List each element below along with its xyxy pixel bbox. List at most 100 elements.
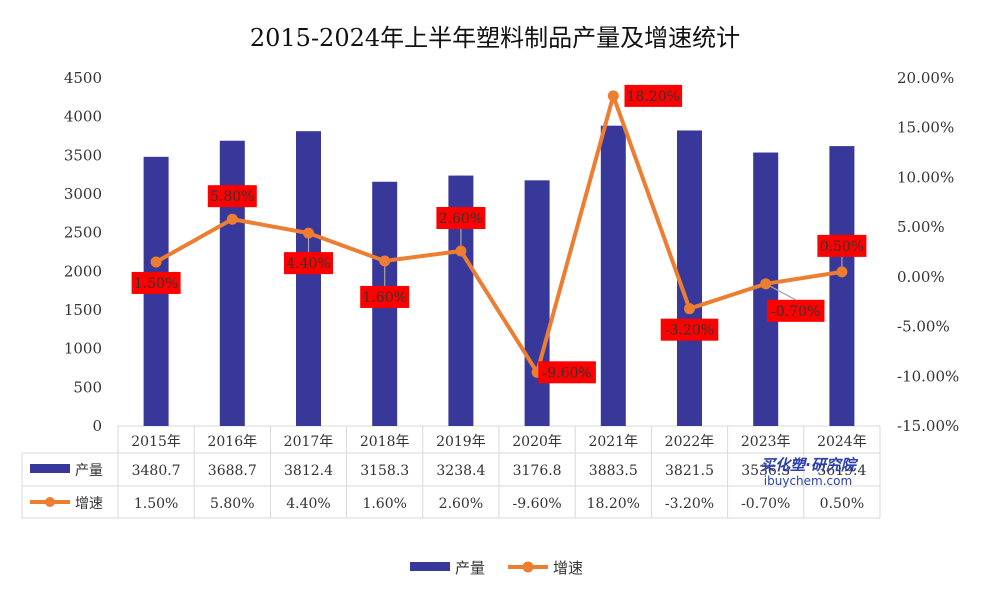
- table-cell-value: 2.60%: [439, 496, 483, 512]
- bar: [677, 130, 702, 426]
- y-left-tick-label: 1500: [64, 301, 102, 319]
- chart-title: 2015-2024年上半年塑料制品产量及增速统计: [250, 24, 740, 52]
- line-point: [303, 227, 314, 239]
- data-label-box: [624, 84, 683, 107]
- table-row-header: 增速: [75, 496, 103, 512]
- data-label: -9.60%: [542, 365, 591, 381]
- line-point: [379, 255, 391, 267]
- table-cell-value: 5.80%: [210, 496, 254, 512]
- data-label-box: [817, 234, 867, 257]
- line-point: [836, 266, 848, 278]
- data-label: 1.50%: [134, 276, 178, 292]
- growth-line: [155, 93, 843, 375]
- data-label-box: [436, 207, 486, 230]
- table-cell-value: 0.50%: [820, 496, 864, 512]
- x-category-label: 2015年: [131, 434, 181, 450]
- table-cell-value: 3536.3: [741, 463, 790, 479]
- table-cell-value: 4.40%: [286, 496, 330, 512]
- data-label: -3.20%: [665, 323, 714, 339]
- line-point: [607, 90, 619, 102]
- y-axis-right: -15.00% -10.00% -5.00% 0.00% 5.00% 10.00% 15.0…: [897, 69, 959, 435]
- table-cell-value: 1.50%: [134, 496, 178, 512]
- line-point: [226, 213, 238, 225]
- table-cell-value: 3688.7: [208, 463, 257, 479]
- legend-key-bar: [410, 562, 450, 571]
- table-cell-value: 3619.4: [817, 463, 866, 479]
- table-key-bar: [30, 464, 70, 473]
- table-key-marker: [45, 497, 55, 507]
- y-right-tick-label: 20.00%: [897, 69, 954, 87]
- y-left-tick-label: 3000: [64, 185, 102, 203]
- data-label-box: [538, 361, 596, 384]
- data-labels: 1.50% 5.80% 4.40% 1.60% 2.60% -9.60% 18.20% -3.…: [131, 84, 867, 384]
- y-left-tick-label: 4000: [64, 108, 102, 126]
- line-point: [150, 256, 162, 268]
- data-label: 5.80%: [210, 189, 254, 205]
- y-right-tick-label: -10.00%: [897, 367, 959, 385]
- y-left-tick-label: 2500: [64, 224, 102, 242]
- x-category-label: 2018年: [360, 434, 410, 450]
- data-label-box: [284, 252, 333, 275]
- data-table: 2015年 2016年 2017年 2018年 2019年 2020年 2021年 2022年…: [21, 425, 881, 519]
- legend-label: 增速: [553, 559, 583, 577]
- table-cell-value: 3883.5: [589, 463, 638, 479]
- line-point: [455, 245, 467, 257]
- data-label: 0.50%: [820, 239, 864, 255]
- bar-series: [143, 125, 855, 427]
- table-cell-value: -3.20%: [665, 496, 714, 512]
- data-label: 2.60%: [439, 211, 483, 227]
- table-cell-value: 3812.4: [284, 463, 333, 479]
- bar: [600, 125, 626, 427]
- x-category-label: 2019年: [436, 434, 486, 450]
- table-cell-value: 3158.3: [360, 463, 409, 479]
- line-point: [760, 278, 772, 290]
- y-right-tick-label: 10.00%: [897, 168, 954, 186]
- y-right-tick-label: 0.00%: [897, 268, 945, 286]
- y-left-tick-label: 500: [73, 378, 102, 396]
- watermark-line2: ibuychem.com: [764, 474, 852, 488]
- legend: 产量 增速: [410, 559, 583, 577]
- table-cell-value: 3238.4: [436, 463, 485, 479]
- line-point: [684, 303, 695, 315]
- y-left-tick-label: 1000: [64, 340, 102, 358]
- y-left-tick-label: 0: [92, 417, 102, 435]
- data-label-box: [207, 185, 257, 208]
- data-label: -0.70%: [771, 304, 820, 320]
- table-cell-value: -0.70%: [741, 496, 790, 512]
- x-category-label: 2016年: [207, 434, 257, 450]
- x-category-label: 2022年: [665, 434, 715, 450]
- table-cell-value: -9.60%: [512, 496, 561, 512]
- bar: [296, 131, 321, 427]
- y-left-tick-label: 2000: [64, 262, 102, 280]
- y-axis-left: 0 500 1000 1500 2000 2500 3000 3500 4000 4500: [64, 69, 102, 435]
- y-right-tick-label: -5.00%: [897, 318, 950, 336]
- table-cell-value: 1.60%: [362, 496, 406, 512]
- table-cell-value: 18.20%: [587, 496, 640, 512]
- x-category-label: 2021年: [588, 434, 638, 450]
- table-cell-value: 3480.7: [132, 463, 181, 479]
- y-right-tick-label: 5.00%: [897, 218, 945, 236]
- line-series: [150, 90, 848, 378]
- bar: [524, 180, 550, 426]
- table-row-header: 产量: [75, 463, 103, 479]
- data-label-box: [766, 299, 825, 322]
- table-cell-value: 3176.8: [513, 463, 562, 479]
- y-right-tick-label: 15.00%: [897, 119, 954, 137]
- x-category-label: 2024年: [817, 434, 867, 450]
- leader-line: [765, 283, 796, 301]
- x-category-label: 2023年: [741, 434, 791, 450]
- x-category-label: 2017年: [284, 434, 334, 450]
- bar: [219, 140, 245, 426]
- y-left-tick-label: 3500: [64, 146, 102, 164]
- watermark-logo: 买化塑·研究院 ibuychem.com: [760, 456, 859, 488]
- data-label: 18.20%: [627, 89, 680, 105]
- legend-key-marker: [522, 561, 534, 573]
- data-label-box: [131, 271, 181, 294]
- data-label: 1.60%: [362, 290, 406, 306]
- y-left-tick-label: 4500: [64, 69, 102, 87]
- watermark-line1: 买化塑·研究院: [760, 456, 859, 474]
- bar: [829, 146, 855, 426]
- data-label: 4.40%: [286, 256, 330, 272]
